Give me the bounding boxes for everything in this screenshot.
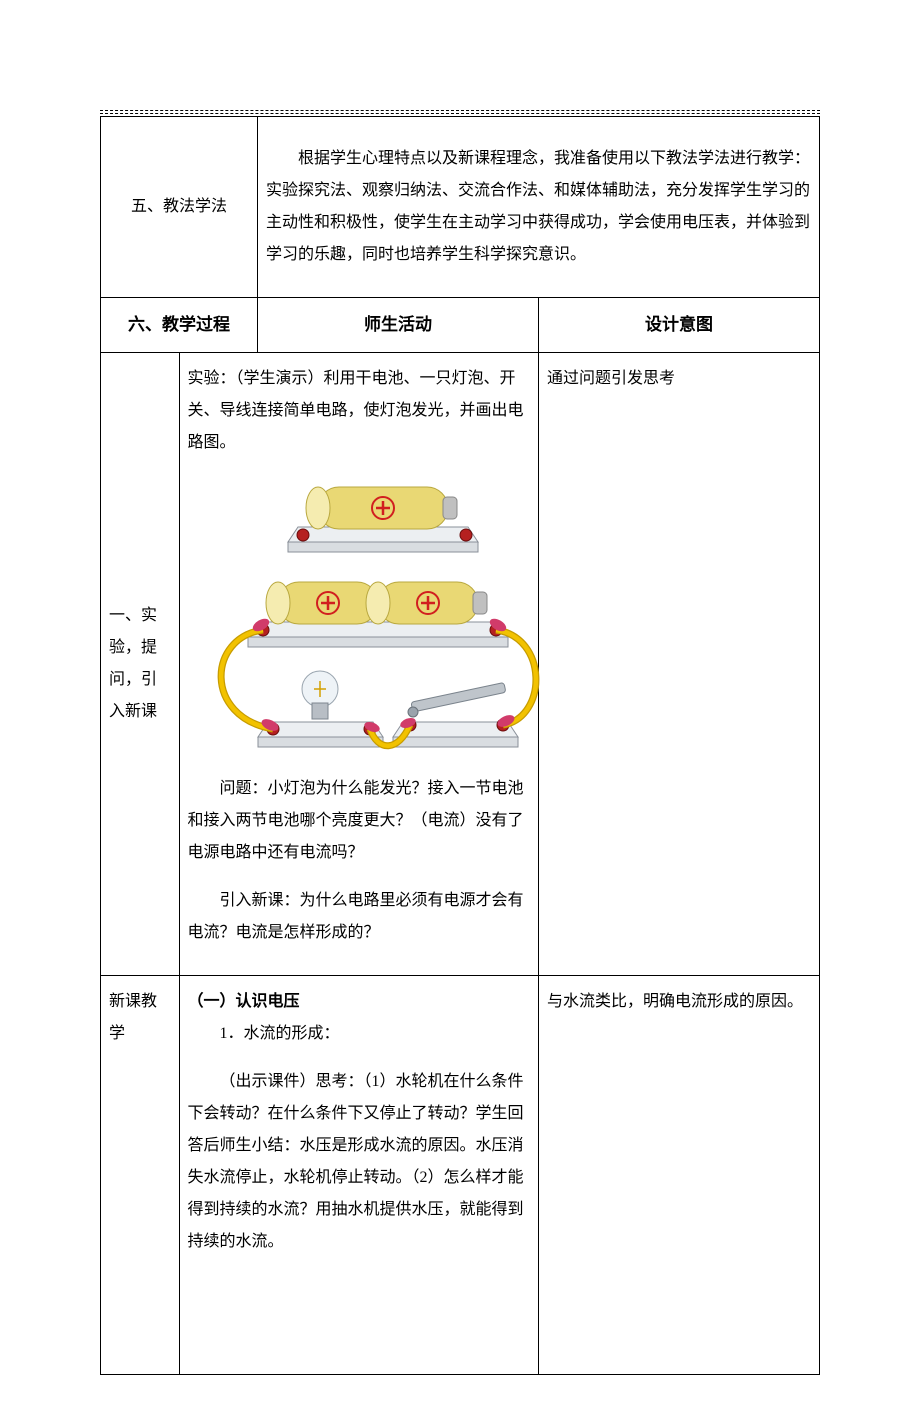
row1-label: 五、教法学法 [101,117,258,298]
row3-intent: 通过问题引发思考 [539,353,820,976]
row3-content: 实验：（学生演示）利用干电池、一只灯泡、开关、导线连接简单电路，使灯泡发光，并画… [179,353,539,976]
experiment-instruction: 实验：（学生演示）利用干电池、一只灯泡、开关、导线连接简单电路，使灯泡发光，并画… [188,363,531,459]
lesson-plan-table: 五、教法学法 根据学生心理特点以及新课程理念，我准备使用以下教法学法进行教学：实… [100,116,820,1375]
row2-col2: 师生活动 [258,298,539,353]
section-heading: （一）认识电压 [188,986,531,1018]
teaching-methods-text: 根据学生心理特点以及新课程理念，我准备使用以下教法学法进行教学：实验探究法、观察… [266,143,811,271]
row2-col3: 设计意图 [539,298,820,353]
dashed-divider [100,110,820,111]
dashed-divider [100,113,820,114]
row4-label: 新课教学 [101,976,180,1375]
row3-label: 一、实验，提问，引入新课 [101,353,180,976]
water-analogy-text: （出示课件）思考：（1）水轮机在什么条件下会转动？在什么条件下又停止了转动？学生… [188,1066,531,1258]
row1-content: 根据学生心理特点以及新课程理念，我准备使用以下教法学法进行教学：实验探究法、观察… [258,117,820,298]
row2-col1: 六、教学过程 [101,298,258,353]
row4-content: （一）认识电压 1．水流的形成： （出示课件）思考：（1）水轮机在什么条件下会转… [179,976,539,1375]
question-text: 问题：小灯泡为什么能发光？接入一节电池和接入两节电池哪个亮度更大？（电流）没有了… [188,773,531,869]
subpoint-heading: 1．水流的形成： [188,1018,531,1050]
lead-in-text: 引入新课：为什么电路里必须有电源才会有电流？电流是怎样形成的？ [188,885,531,949]
circuit-diagram [188,467,548,757]
row4-intent: 与水流类比，明确电流形成的原因。 [539,976,820,1375]
